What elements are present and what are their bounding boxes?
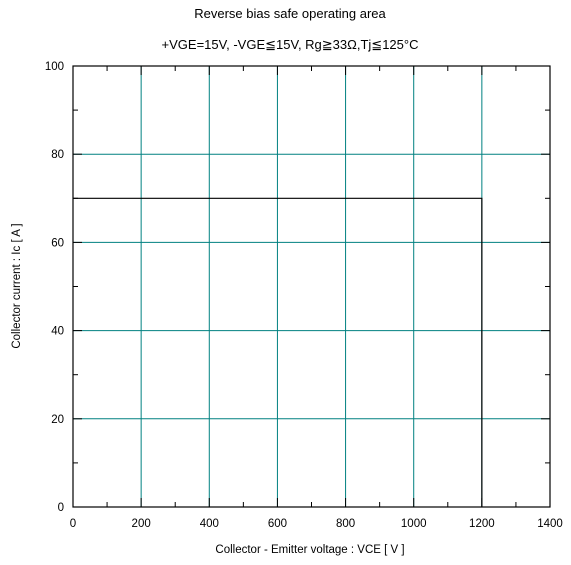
x-tick-label: 600 <box>268 518 287 530</box>
soa-boundary-line <box>73 197 483 507</box>
y-tick-labels: 0 20 40 60 80 100 <box>45 61 64 514</box>
y-tick-label: 40 <box>51 326 64 338</box>
x-tick-label: 0 <box>70 518 76 530</box>
x-tick-labels: 0 200 400 600 800 1000 1200 1400 <box>70 518 563 530</box>
y-tick-label: 20 <box>51 414 64 426</box>
series-layer <box>73 197 483 507</box>
x-tick-label: 800 <box>336 518 355 530</box>
x-tick-label: 1000 <box>401 518 427 530</box>
y-tick-label: 80 <box>51 149 64 161</box>
y-tick-label: 100 <box>45 61 64 73</box>
plot-frame <box>72 65 551 508</box>
x-tick-label: 400 <box>200 518 219 530</box>
y-axis-label: Collector current : Ic [ A ] <box>11 223 23 348</box>
grid-lines <box>73 66 550 507</box>
axis-ticks <box>72 65 551 508</box>
x-tick-label: 1400 <box>537 518 563 530</box>
chart-subtitle: +VGE=15V, -VGE≦15V, Rg≧33Ω,Tj≦125°C <box>162 37 419 52</box>
chart-title: Reverse bias safe operating area <box>194 6 386 21</box>
x-tick-label: 1200 <box>469 518 495 530</box>
x-axis-label: Collector - Emitter voltage : VCE [ V ] <box>215 544 404 556</box>
y-tick-label: 0 <box>58 502 64 514</box>
x-tick-label: 200 <box>132 518 151 530</box>
y-tick-label: 60 <box>51 237 64 249</box>
